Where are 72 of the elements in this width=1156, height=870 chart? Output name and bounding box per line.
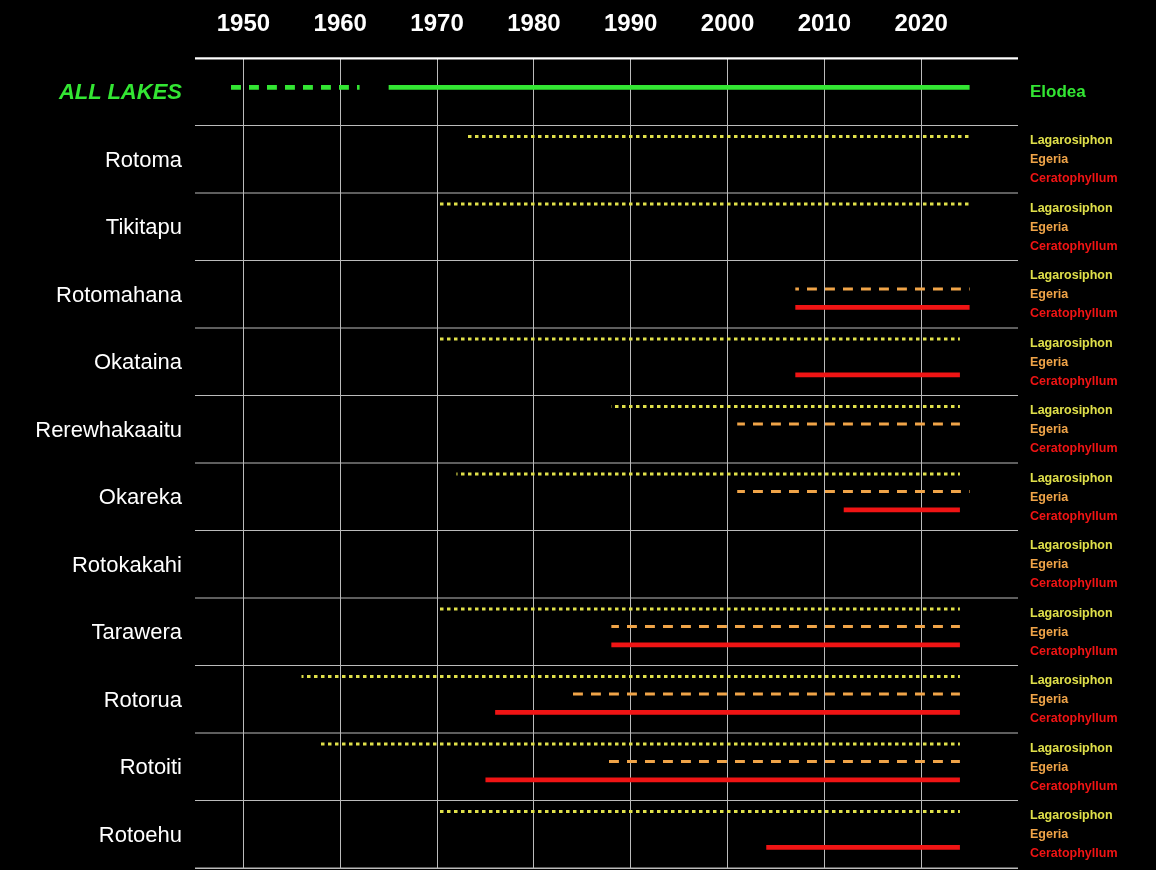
text: Lagarosiphon (1030, 268, 1113, 282)
text: Egeria (1030, 220, 1069, 234)
text: Egeria (1030, 625, 1069, 639)
y-tick-label: Rotoma (104, 146, 183, 172)
y-tick-label: Rerewhakaaitu (35, 416, 182, 442)
text: Lagarosiphon (1030, 673, 1113, 687)
y-tick-label: Okataina (93, 349, 183, 375)
bar (611, 404, 960, 408)
text: Egeria (1030, 287, 1069, 301)
text: Egeria (1030, 692, 1069, 706)
text: Lagarosiphon (1030, 808, 1113, 822)
text: Egeria (1030, 422, 1069, 436)
bar (301, 674, 960, 678)
text: Elodea (1030, 82, 1087, 101)
text: Lagarosiphon (1030, 403, 1113, 417)
x-tick-label: 1970 (410, 9, 464, 37)
x-tick-label: 1980 (507, 9, 561, 37)
bar (795, 305, 970, 310)
x-tick-label: 2010 (797, 9, 852, 37)
bar (437, 809, 960, 813)
y-tick-label: Tikitapu (105, 214, 182, 240)
text: Egeria (1030, 355, 1069, 369)
text: Ceratophyllum (1030, 644, 1118, 658)
text: Lagarosiphon (1030, 538, 1113, 552)
x-tick-label: 2000 (700, 9, 755, 37)
bar (737, 490, 970, 494)
y-tick-label: Rotoehu (98, 821, 182, 847)
bar (456, 472, 960, 476)
text: Lagarosiphon (1030, 336, 1113, 350)
text: Ceratophyllum (1030, 779, 1118, 793)
bar (795, 287, 970, 291)
y-tick-label: Rotomahana (56, 281, 183, 307)
bar (737, 422, 960, 426)
text: Egeria (1030, 152, 1069, 166)
text: Ceratophyllum (1030, 441, 1118, 455)
y-tick-label: Okareka (98, 484, 183, 510)
text: Ceratophyllum (1030, 374, 1118, 388)
bar (466, 134, 970, 138)
bar (320, 742, 960, 746)
y-tick-label: Rotorua (103, 686, 183, 712)
text: Egeria (1030, 760, 1069, 774)
x-tick-label: 1960 (313, 9, 367, 37)
text: Ceratophyllum (1030, 509, 1118, 523)
text: Lagarosiphon (1030, 133, 1113, 147)
x-tick-label: 2020 (894, 9, 948, 37)
bar (437, 607, 960, 611)
text: Egeria (1030, 557, 1069, 571)
bar (495, 710, 960, 715)
text: Lagarosiphon (1030, 606, 1113, 620)
bar (572, 692, 960, 696)
text: Egeria (1030, 490, 1070, 504)
y-tick-label: Rotoiti (119, 754, 182, 780)
text: Ceratophyllum (1030, 711, 1118, 725)
bar (437, 202, 970, 206)
text: Lagarosiphon (1030, 741, 1113, 755)
text: Ceratophyllum (1030, 576, 1118, 590)
text: Ceratophyllum (1030, 306, 1118, 320)
bar (388, 85, 970, 90)
bar (611, 625, 960, 629)
text: Lagarosiphon (1030, 201, 1113, 215)
y-tick-label: Tarawera (91, 619, 183, 645)
y-tick-label: Rotokakahi (71, 551, 182, 577)
bar (766, 845, 960, 850)
text: Ceratophyllum (1030, 239, 1118, 253)
text: Lagarosiphon (1030, 471, 1113, 485)
bar (437, 337, 960, 341)
x-tick-label: 1950 (216, 9, 271, 37)
x-tick-label: 1990 (604, 9, 658, 37)
y-tick-label: ALL LAKES (57, 79, 183, 105)
text: Egeria (1030, 827, 1069, 841)
text: Ceratophyllum (1030, 846, 1118, 860)
text: Ceratophyllum (1030, 171, 1118, 185)
